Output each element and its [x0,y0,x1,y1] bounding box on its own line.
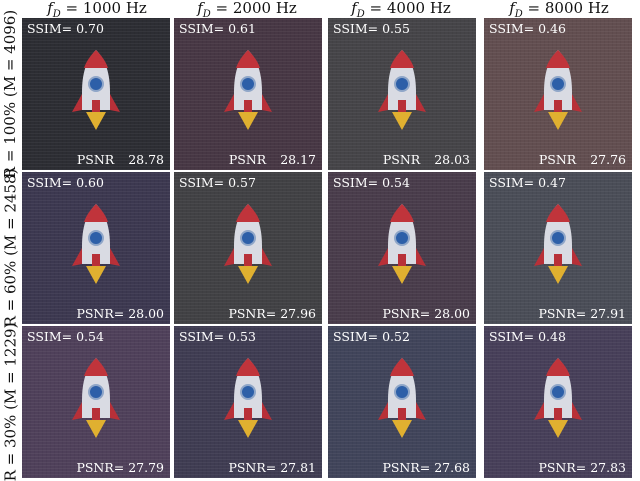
psnr-label: PSNR= 27.83 [538,460,626,475]
rocket-image [66,356,126,440]
rocket-image [218,48,278,132]
ssim-label: SSIM= 0.52 [333,329,410,344]
fd-subscript: D [356,9,365,20]
fd-subscript: D [514,9,523,20]
result-tile: SSIM= 0.47 PSNR= 27.91 [484,172,632,324]
ssim-label: SSIM= 0.61 [179,21,256,36]
psnr-label: PSNR 28.03 [383,152,470,167]
psnr-label: PSNR 27.76 [539,152,626,167]
rocket-image [66,202,126,286]
column-header-text: = 1000 Hz [60,0,147,17]
ssim-label: SSIM= 0.54 [27,329,104,344]
result-tile: SSIM= 0.48 PSNR= 27.83 [484,326,632,478]
rocket-image [218,202,278,286]
psnr-label-text: PSNR= 28.00 [382,306,470,321]
result-tile: SSIM= 0.46 PSNR 27.76 [484,18,632,170]
column-header-text: = 2000 Hz [210,0,297,17]
psnr-value: 28.03 [434,152,470,167]
rocket-image [218,356,278,440]
psnr-label-text: PSNR= 27.91 [538,306,626,321]
column-header: fD = 8000 Hz [484,0,634,20]
fd-subscript: D [52,9,61,20]
result-tile: SSIM= 0.60 PSNR= 28.00 [22,172,170,324]
psnr-label-text: PSNR= 27.96 [228,306,316,321]
rocket-image [66,48,126,132]
psnr-label-text: PSNR= 27.83 [538,460,626,475]
psnr-label: PSNR 28.17 [229,152,316,167]
ssim-label: SSIM= 0.53 [179,329,256,344]
ssim-label: SSIM= 0.48 [489,329,566,344]
result-tile: SSIM= 0.54 PSNR= 28.00 [328,172,476,324]
psnr-value: 27.76 [590,152,626,167]
rocket-image [528,48,588,132]
psnr-label-text: PSNR [76,152,115,167]
result-tile: SSIM= 0.61 PSNR 28.17 [174,18,322,170]
ssim-label: SSIM= 0.70 [27,21,104,36]
ssim-label: SSIM= 0.60 [27,175,104,190]
fd-symbol: f [509,0,515,17]
psnr-label: PSNR= 28.00 [382,306,470,321]
row-label-text: R = 60% (M = 2458) [1,168,20,328]
fd-symbol: f [197,0,203,17]
psnr-label: PSNR= 27.79 [76,460,164,475]
ssim-label: SSIM= 0.55 [333,21,410,36]
psnr-label: PSNR= 27.96 [228,306,316,321]
fd-symbol: f [47,0,53,17]
psnr-label: PSNR= 27.81 [228,460,316,475]
result-tile: SSIM= 0.57 PSNR= 27.96 [174,172,322,324]
psnr-label: PSNR= 28.00 [76,306,164,321]
result-tile: SSIM= 0.70 PSNR 28.78 [22,18,170,170]
result-tile: SSIM= 0.54 PSNR= 27.79 [22,326,170,478]
psnr-label-text: PSNR= 27.68 [382,460,470,475]
rocket-image [528,202,588,286]
psnr-value: 28.78 [128,152,164,167]
result-tile: SSIM= 0.55 PSNR 28.03 [328,18,476,170]
row-label-text: R = 30% (M = 1229) [1,322,20,481]
column-header-text: = 8000 Hz [522,0,609,17]
psnr-label: PSNR= 27.91 [538,306,626,321]
psnr-label-text: PSNR [538,152,577,167]
column-header: fD = 4000 Hz [326,0,476,20]
psnr-label-text: PSNR [228,152,267,167]
psnr-label: PSNR 28.78 [77,152,164,167]
psnr-label-text: PSNR= 28.00 [76,306,164,321]
ssim-label: SSIM= 0.54 [333,175,410,190]
ssim-label: SSIM= 0.57 [179,175,256,190]
column-header-text: = 4000 Hz [364,0,451,17]
row-label: R = 60% (M = 2458) [0,169,20,328]
row-label: R = 30% (M = 1229) [0,322,20,481]
rocket-image [528,356,588,440]
ssim-label: SSIM= 0.46 [489,21,566,36]
rocket-image [372,356,432,440]
ssim-label: SSIM= 0.47 [489,175,566,190]
fd-symbol: f [351,0,357,17]
result-tile: SSIM= 0.52 PSNR= 27.68 [328,326,476,478]
psnr-label: PSNR= 27.68 [382,460,470,475]
psnr-value: 28.17 [280,152,316,167]
row-label-text: R = 100% (M = 4096) [1,9,19,179]
psnr-label-text: PSNR= 27.81 [228,460,316,475]
column-header: fD = 2000 Hz [172,0,322,20]
rocket-image [372,48,432,132]
psnr-label-text: PSNR [382,152,421,167]
row-label: R = 100% (M = 4096) [0,10,20,178]
column-header: fD = 1000 Hz [22,0,172,20]
rocket-image [372,202,432,286]
fd-subscript: D [202,9,211,20]
result-tile: SSIM= 0.53 PSNR= 27.81 [174,326,322,478]
psnr-label-text: PSNR= 27.79 [76,460,164,475]
